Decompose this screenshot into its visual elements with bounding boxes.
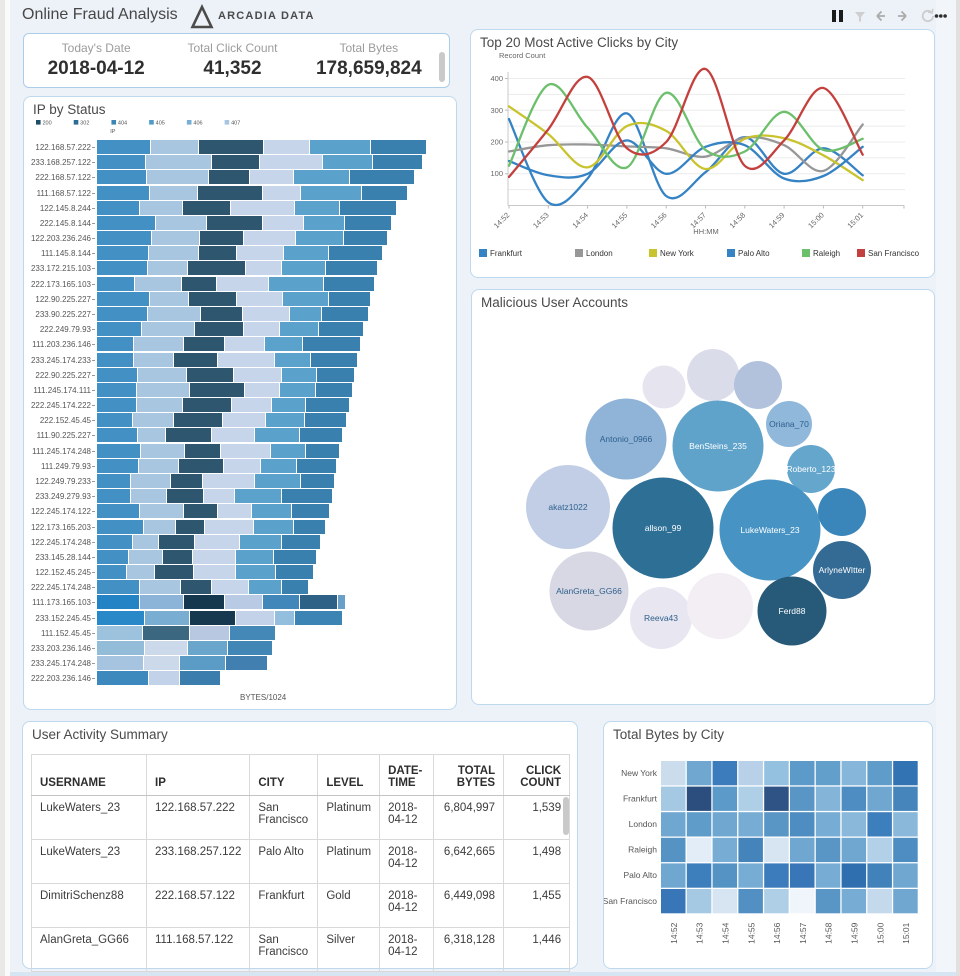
svg-text:14:53: 14:53	[531, 211, 551, 231]
svg-text:200: 200	[490, 138, 503, 147]
svg-text:14:53: 14:53	[695, 922, 705, 944]
svg-text:300: 300	[490, 106, 503, 115]
svg-text:HH:MM: HH:MM	[693, 227, 718, 236]
svg-text:ArlyneWItter: ArlyneWItter	[819, 565, 866, 575]
svg-text:15:00: 15:00	[875, 922, 885, 944]
svg-text:14:55: 14:55	[746, 922, 756, 944]
svg-text:San Francisco: San Francisco	[604, 896, 657, 906]
svg-text:14:59: 14:59	[767, 211, 787, 231]
svg-text:14:52: 14:52	[669, 922, 679, 944]
svg-text:allson_99: allson_99	[645, 523, 682, 533]
svg-text:London: London	[629, 819, 658, 829]
svg-text:Roberto_123: Roberto_123	[786, 464, 835, 474]
svg-text:14:59: 14:59	[850, 922, 860, 944]
svg-text:15:00: 15:00	[806, 211, 826, 231]
svg-text:14:57: 14:57	[798, 922, 808, 944]
svg-text:Frankfurt: Frankfurt	[623, 793, 658, 803]
svg-text:Reeva43: Reeva43	[644, 613, 678, 623]
svg-text:14:58: 14:58	[824, 922, 834, 944]
svg-text:14:56: 14:56	[772, 922, 782, 944]
svg-text:14:54: 14:54	[570, 211, 590, 231]
svg-text:15:01: 15:01	[901, 922, 911, 944]
svg-text:Record Count: Record Count	[499, 51, 546, 60]
svg-text:14:58: 14:58	[728, 211, 748, 231]
svg-text:AlanGreta_GG66: AlanGreta_GG66	[556, 586, 622, 596]
svg-text:BenSteins_235: BenSteins_235	[689, 441, 747, 451]
svg-text:akatz1022: akatz1022	[548, 502, 587, 512]
svg-text:400: 400	[490, 74, 503, 83]
svg-text:100: 100	[490, 169, 503, 178]
svg-text:Raleigh: Raleigh	[628, 845, 657, 855]
svg-text:Palo Alto: Palo Alto	[623, 870, 657, 880]
svg-text:Antonio_0966: Antonio_0966	[600, 434, 653, 444]
svg-text:14:54: 14:54	[721, 922, 731, 944]
svg-text:14:55: 14:55	[610, 211, 630, 231]
svg-text:Ferd88: Ferd88	[779, 606, 806, 616]
svg-text:14:56: 14:56	[649, 211, 669, 231]
svg-text:New York: New York	[621, 768, 658, 778]
svg-text:14:52: 14:52	[492, 211, 512, 231]
svg-text:LukeWaters_23: LukeWaters_23	[740, 525, 799, 535]
svg-text:15:01: 15:01	[845, 211, 865, 231]
svg-text:Oriana_70: Oriana_70	[769, 419, 809, 429]
